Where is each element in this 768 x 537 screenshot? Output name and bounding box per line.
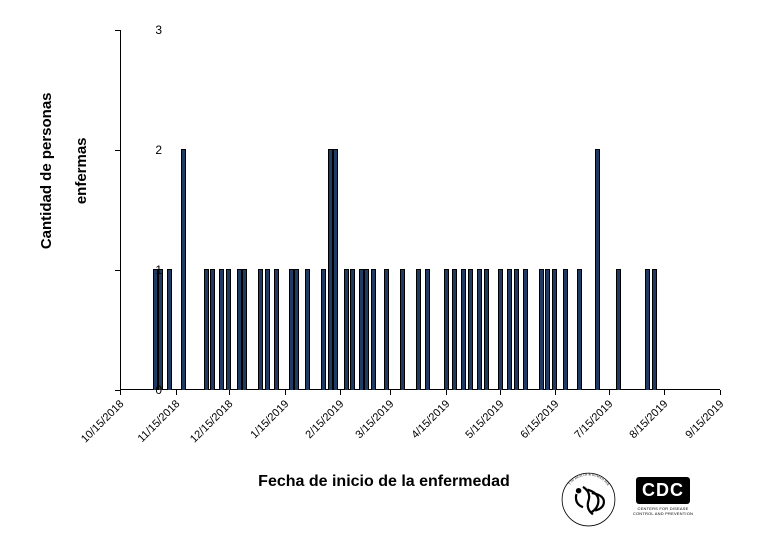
data-bar (507, 269, 512, 390)
cdc-logo: CDC CENTERS FOR DISEASE CONTROL AND PREV… (628, 477, 698, 522)
x-tick (229, 390, 230, 395)
cdc-logo-subtext: CENTERS FOR DISEASE CONTROL AND PREVENTI… (628, 506, 698, 516)
data-bar (577, 269, 582, 390)
x-tick (500, 390, 501, 395)
chart-container: Cantidad de personas enfermas Fecha de i… (0, 0, 768, 537)
data-bar (616, 269, 621, 390)
data-bar (545, 269, 550, 390)
data-bar (552, 269, 557, 390)
y-tick-label: 1 (122, 263, 162, 277)
data-bar (237, 269, 242, 390)
hhs-logo: DEPARTMENT OF HEALTH & HUMAN SERVICES · … (561, 472, 616, 527)
data-bar (563, 269, 568, 390)
data-bar (364, 269, 369, 390)
data-bar (484, 269, 489, 390)
plot-area (120, 30, 720, 390)
data-bar (333, 149, 338, 390)
x-tick (664, 390, 665, 395)
data-bar (265, 269, 270, 390)
x-tick (720, 390, 721, 395)
logos-area: DEPARTMENT OF HEALTH & HUMAN SERVICES · … (561, 472, 698, 527)
data-bar (461, 269, 466, 390)
data-bar (305, 269, 310, 390)
y-tick-label: 2 (122, 143, 162, 157)
y-tick (115, 30, 120, 31)
data-bar (477, 269, 482, 390)
data-bar (416, 269, 421, 390)
x-tick (555, 390, 556, 395)
data-bar (425, 269, 430, 390)
x-tick (609, 390, 610, 395)
data-bar (274, 269, 279, 390)
data-bar (226, 269, 231, 390)
data-bar (595, 149, 600, 390)
data-bar (350, 269, 355, 390)
data-bar (645, 269, 650, 390)
data-bar (359, 269, 364, 390)
y-axis-label: Cantidad de personas enfermas (4, 2, 124, 200)
data-bar (153, 269, 158, 390)
x-tick (285, 390, 286, 395)
data-bar (452, 269, 457, 390)
data-bar (294, 269, 299, 390)
y-axis-label-line1: Cantidad de personas (38, 92, 55, 249)
x-tick (120, 390, 121, 395)
x-tick (446, 390, 447, 395)
data-bar (210, 269, 215, 390)
data-bar (258, 269, 263, 390)
y-axis-label-line2: enfermas (73, 137, 90, 204)
data-bar (652, 269, 657, 390)
data-bar (400, 269, 405, 390)
cdc-logo-text: CDC (636, 477, 690, 504)
data-bar (181, 149, 186, 390)
data-bar (219, 269, 224, 390)
data-bar (514, 269, 519, 390)
x-tick (340, 390, 341, 395)
y-tick-label: 0 (122, 383, 162, 397)
y-tick-label: 3 (122, 23, 162, 37)
data-bar (321, 269, 326, 390)
data-bar (158, 269, 163, 390)
data-bar (371, 269, 376, 390)
data-bar (523, 269, 528, 390)
data-bar (167, 269, 172, 390)
data-bar (444, 269, 449, 390)
x-tick (176, 390, 177, 395)
data-bar (539, 269, 544, 390)
y-tick (115, 270, 120, 271)
data-bar (344, 269, 349, 390)
data-bar (328, 149, 333, 390)
data-bar (498, 269, 503, 390)
data-bar (289, 269, 294, 390)
y-tick (115, 150, 120, 151)
data-bar (204, 269, 209, 390)
x-tick (390, 390, 391, 395)
data-bar (468, 269, 473, 390)
y-axis-line (120, 30, 121, 390)
svg-text:DEPARTMENT OF HEALTH & HUMAN S: DEPARTMENT OF HEALTH & HUMAN SERVICES · … (561, 472, 611, 487)
data-bar (242, 269, 247, 390)
data-bar (384, 269, 389, 390)
